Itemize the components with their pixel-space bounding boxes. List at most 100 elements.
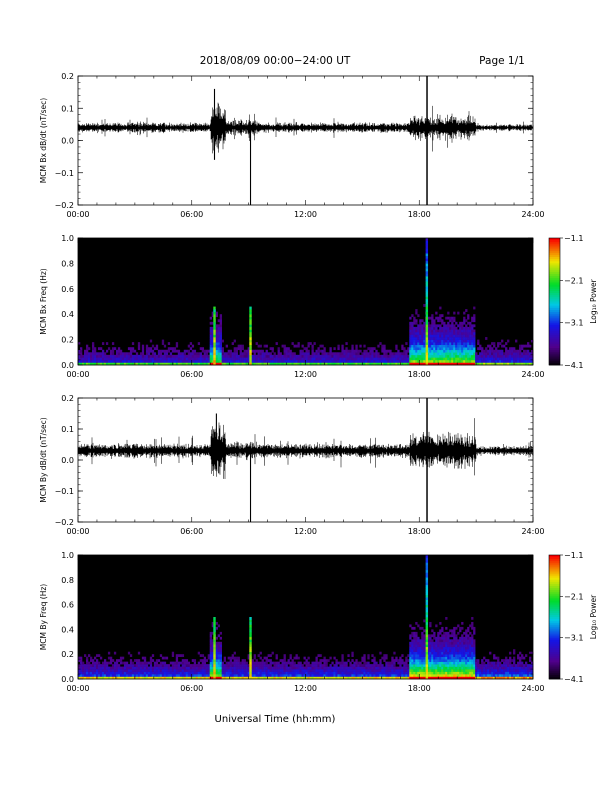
heatmap-cell bbox=[419, 666, 422, 670]
heatmap-cell bbox=[527, 352, 530, 356]
heatmap-cell bbox=[401, 661, 404, 665]
heatmap-cell bbox=[193, 661, 197, 665]
heatmap-cell bbox=[221, 669, 224, 672]
heatmap-cell bbox=[209, 646, 213, 650]
heatmap-cell bbox=[221, 347, 224, 351]
heatmap-cell bbox=[419, 334, 422, 338]
heatmap-cell bbox=[385, 359, 388, 363]
heatmap-cell bbox=[255, 676, 258, 680]
heatmap-cell bbox=[433, 319, 436, 323]
heatmap-cell bbox=[309, 671, 312, 675]
heatmap-cell bbox=[299, 352, 302, 356]
heatmap-cell bbox=[405, 342, 408, 345]
heatmap-cell bbox=[479, 359, 482, 363]
heatmap-cell bbox=[437, 634, 440, 638]
heatmap-cell bbox=[221, 349, 224, 353]
heatmap-cell bbox=[259, 362, 262, 366]
heatmap-cell bbox=[185, 666, 189, 670]
heatmap-cell bbox=[283, 354, 286, 358]
event-stripe bbox=[425, 291, 429, 295]
heatmap-cell bbox=[161, 671, 165, 675]
heatmap-cell bbox=[137, 362, 141, 366]
heatmap-cell bbox=[477, 339, 480, 343]
heatmap-cell bbox=[305, 352, 308, 356]
heatmap-cell bbox=[233, 352, 236, 356]
heatmap-cell bbox=[423, 651, 426, 655]
heatmap-cell bbox=[485, 659, 488, 662]
heatmap-cell bbox=[171, 666, 175, 670]
heatmap-cell bbox=[421, 362, 424, 366]
heatmap-cell bbox=[243, 352, 246, 356]
heatmap-cell bbox=[97, 362, 101, 366]
heatmap-cell bbox=[415, 669, 418, 672]
heatmap-cell bbox=[431, 669, 434, 672]
heatmap-cell bbox=[493, 354, 496, 358]
heatmap-cell bbox=[303, 347, 306, 351]
heatmap-cell bbox=[153, 674, 157, 677]
heatmap-cell bbox=[393, 354, 396, 358]
heatmap-cell bbox=[509, 656, 512, 660]
heatmap-cell bbox=[453, 329, 456, 333]
colorbar-swatch bbox=[549, 273, 560, 277]
colorbar-swatch bbox=[549, 297, 560, 300]
heatmap-cell bbox=[111, 674, 115, 677]
heatmap-cell bbox=[451, 676, 454, 680]
colorbar-swatch bbox=[549, 267, 560, 271]
heatmap-cell bbox=[131, 359, 135, 363]
heatmap-cell bbox=[347, 357, 350, 361]
heatmap-cell bbox=[135, 674, 139, 677]
heatmap-cell bbox=[201, 664, 205, 667]
heatmap-cell bbox=[151, 659, 155, 662]
heatmap-cell bbox=[305, 676, 308, 680]
heatmap-cell bbox=[139, 669, 143, 672]
heatmap-cell bbox=[169, 676, 173, 680]
heatmap-cell bbox=[309, 354, 312, 358]
heatmap-cell bbox=[371, 669, 374, 672]
heatmap-cell bbox=[409, 666, 412, 670]
heatmap-cell bbox=[319, 661, 322, 665]
heatmap-cell bbox=[137, 664, 141, 667]
heatmap-cell bbox=[281, 666, 284, 670]
heatmap-cell bbox=[217, 342, 220, 345]
heatmap-cell bbox=[499, 671, 502, 675]
heatmap-cell bbox=[149, 661, 153, 665]
heatmap-cell bbox=[415, 349, 418, 353]
heatmap-cell bbox=[523, 669, 526, 672]
heatmap-cell bbox=[209, 334, 213, 338]
heatmap-cell bbox=[323, 349, 326, 353]
heatmap-cell bbox=[239, 669, 242, 672]
heatmap-cell bbox=[501, 676, 504, 680]
heatmap-cell bbox=[217, 656, 220, 660]
heatmap-cell bbox=[431, 316, 434, 320]
heatmap-cell bbox=[471, 347, 474, 351]
heatmap-cell bbox=[439, 337, 442, 340]
event-stripe bbox=[249, 354, 252, 358]
heatmap-cell bbox=[463, 666, 466, 670]
heatmap-cell bbox=[449, 359, 452, 363]
heatmap-cell bbox=[269, 347, 272, 351]
heatmap-cell bbox=[287, 347, 290, 351]
heatmap-cell bbox=[253, 354, 256, 358]
heatmap-cell bbox=[449, 324, 452, 328]
heatmap-cell bbox=[315, 669, 318, 672]
y-tick-label: 0.0 bbox=[61, 456, 74, 465]
heatmap-cell bbox=[421, 324, 424, 328]
heatmap-cell bbox=[525, 676, 528, 680]
heatmap-cell bbox=[431, 347, 434, 351]
heatmap-cell bbox=[377, 354, 380, 358]
heatmap-cell bbox=[473, 344, 476, 348]
heatmap-cell bbox=[441, 349, 444, 353]
heatmap-cell bbox=[243, 664, 246, 667]
heatmap-cell bbox=[275, 661, 278, 665]
heatmap-cell bbox=[379, 659, 382, 662]
heatmap-cell bbox=[239, 671, 242, 675]
heatmap-cell bbox=[179, 669, 183, 672]
heatmap-cell bbox=[281, 661, 284, 665]
heatmap-cell bbox=[117, 671, 121, 675]
heatmap-cell bbox=[383, 656, 386, 660]
colorbar-tick-label: −3.1 bbox=[564, 319, 583, 328]
heatmap-cell bbox=[399, 352, 402, 356]
heatmap-cell bbox=[447, 354, 450, 358]
event-stripe bbox=[425, 352, 429, 356]
heatmap-cell bbox=[411, 347, 414, 351]
